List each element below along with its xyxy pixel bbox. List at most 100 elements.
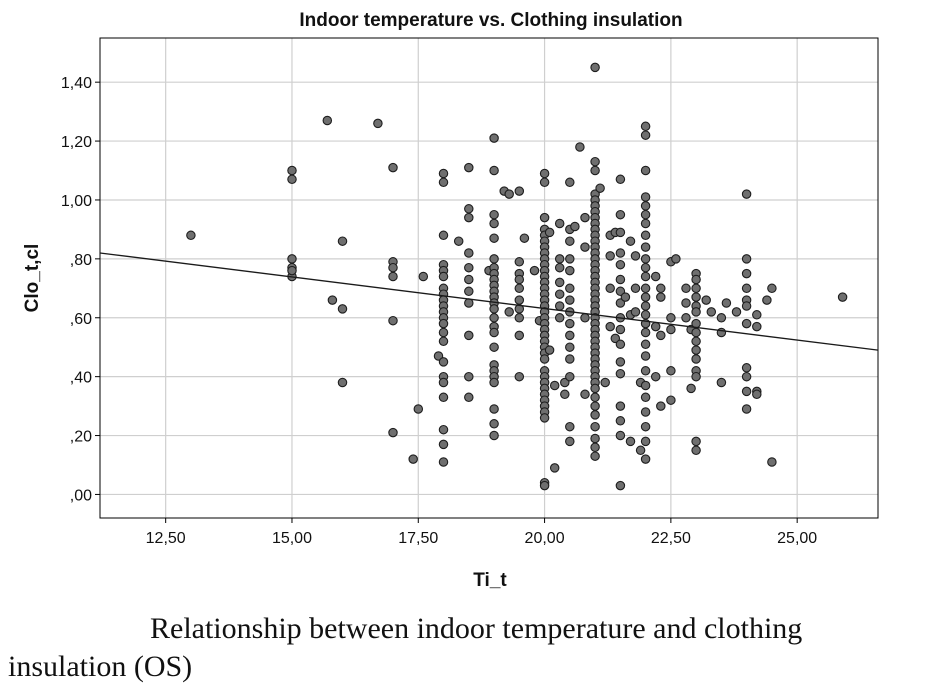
data-point [514, 295, 525, 305]
data-point [691, 274, 701, 285]
data-point [590, 401, 600, 411]
data-point [590, 62, 600, 73]
data-point [640, 218, 651, 229]
regression-line [99, 252, 879, 351]
data-point [691, 371, 701, 382]
x-tick-label: 22,50 [651, 530, 691, 547]
data-point [741, 386, 752, 397]
data-point [580, 242, 590, 252]
data-point [691, 283, 701, 294]
data-point [489, 404, 499, 414]
y-tick-label: ,20 [70, 429, 92, 446]
data-point [640, 380, 651, 391]
data-point [565, 283, 575, 294]
data-point [640, 392, 651, 403]
data-point [514, 313, 525, 323]
data-point [656, 283, 666, 294]
data-point [640, 454, 651, 464]
data-point [337, 236, 348, 246]
x-tick-labels: 12,50 15,00 17,50 20,00 22,50 25,00 [146, 518, 817, 547]
data-point [337, 377, 348, 388]
data-point [605, 321, 615, 332]
data-point [595, 183, 605, 193]
data-point [666, 366, 676, 376]
data-point [615, 259, 626, 270]
data-point [287, 254, 297, 264]
data-point [640, 310, 651, 320]
data-point [565, 342, 575, 352]
data-point [716, 377, 727, 388]
y-axis-label: Clo_t,cl [22, 244, 43, 313]
data-point [731, 307, 742, 317]
data-point [418, 271, 429, 282]
data-point [565, 254, 575, 264]
scatter-chart: Indoor temperature vs. Clothing insulati… [22, 10, 879, 591]
data-point [464, 286, 474, 297]
data-point [640, 292, 651, 302]
chart-title: Indoor temperature vs. Clothing insulati… [299, 10, 682, 31]
data-point [544, 227, 555, 238]
data-point [549, 463, 560, 473]
data-point [721, 298, 732, 308]
data-point [650, 371, 661, 382]
data-point [388, 262, 398, 273]
data-point [464, 274, 474, 285]
data-point [752, 321, 762, 332]
data-point [762, 295, 772, 305]
data-point [554, 254, 565, 264]
data-point [590, 392, 600, 403]
x-tick-label: 15,00 [272, 530, 312, 547]
y-tick-label: ,00 [70, 487, 92, 504]
data-point [438, 424, 449, 435]
data-point [489, 419, 499, 429]
data-point [640, 283, 651, 294]
data-point [741, 268, 752, 279]
data-point [489, 209, 499, 220]
data-point [554, 262, 565, 273]
data-point [549, 380, 560, 391]
x-tick-label: 20,00 [525, 530, 565, 547]
data-point [539, 177, 550, 188]
data-point [640, 421, 651, 432]
data-point [741, 254, 752, 264]
data-point [741, 301, 752, 311]
data-point [630, 283, 641, 294]
data-point [489, 254, 499, 264]
y-tick-label: 1,00 [61, 193, 92, 210]
data-point [514, 283, 525, 294]
data-point [539, 212, 550, 223]
data-point [489, 165, 499, 176]
data-point [590, 442, 600, 453]
data-point [615, 339, 626, 350]
data-point [741, 404, 752, 414]
data-point [464, 371, 474, 382]
data-point [615, 357, 626, 367]
data-point [337, 304, 348, 314]
data-point [752, 310, 762, 320]
data-point [605, 283, 615, 294]
data-point [388, 427, 398, 438]
data-point [615, 209, 626, 220]
data-point [741, 318, 752, 329]
data-point [640, 192, 651, 202]
data-point [640, 130, 651, 140]
data-point [504, 307, 514, 317]
data-point [438, 271, 449, 282]
data-point [489, 233, 499, 243]
data-point [650, 321, 661, 332]
data-point [388, 271, 398, 282]
data-point [691, 354, 701, 364]
data-point [590, 165, 600, 176]
data-point [681, 283, 691, 294]
data-point [640, 366, 651, 376]
data-point [590, 421, 600, 432]
data-point [489, 218, 499, 229]
data-point [464, 330, 474, 341]
data-point [615, 401, 626, 411]
data-point [438, 457, 449, 467]
x-tick-label: 12,50 [146, 530, 186, 547]
data-point [504, 189, 514, 199]
data-point [489, 327, 499, 338]
x-axis-label: Ti_t [473, 570, 507, 591]
data-point [590, 410, 600, 420]
